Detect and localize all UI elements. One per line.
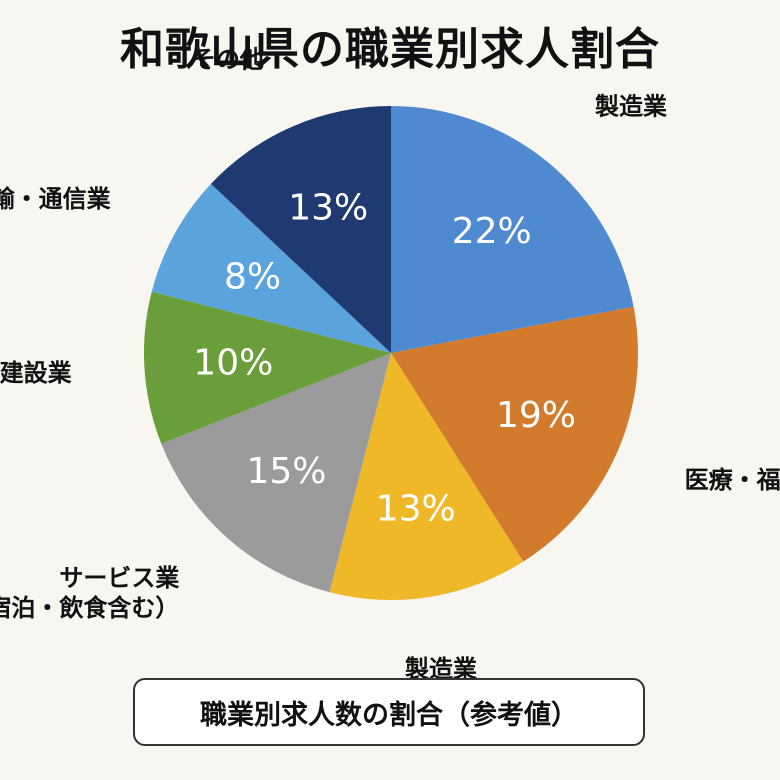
caption-box: 職業別求人数の割合（参考値）: [133, 678, 645, 746]
pie-slice: [329, 353, 524, 600]
pie-slice: [391, 306, 638, 562]
slice-value-label: 13%: [376, 489, 456, 530]
pie-slice: [151, 183, 391, 353]
slice-value-label: 19%: [496, 395, 576, 436]
slice-category-label: その他: [192, 45, 264, 73]
pie-slice: [144, 291, 391, 444]
slice-value-label: 13%: [288, 187, 368, 228]
slice-category-label: 製造業: [595, 92, 667, 120]
pie-slice: [391, 106, 634, 353]
caption-text: 職業別求人数の割合（参考値）: [200, 699, 578, 731]
slice-category-label: サービス業（宿泊・飲食含む）: [0, 564, 179, 622]
slice-category-label: 医療・福祉: [685, 466, 780, 494]
slice-category-label: 建設業: [0, 359, 72, 387]
slice-value-label: 22%: [452, 211, 532, 252]
slice-value-label: 10%: [193, 342, 273, 383]
chart-title: 和歌山県の職業別求人割合: [120, 24, 660, 75]
pie-slice: [210, 106, 391, 353]
slice-category-label: 運輸・通信業: [0, 185, 111, 213]
pie-slice: [161, 353, 391, 593]
slice-value-label: 15%: [247, 451, 327, 492]
slice-value-label: 8%: [224, 256, 281, 297]
